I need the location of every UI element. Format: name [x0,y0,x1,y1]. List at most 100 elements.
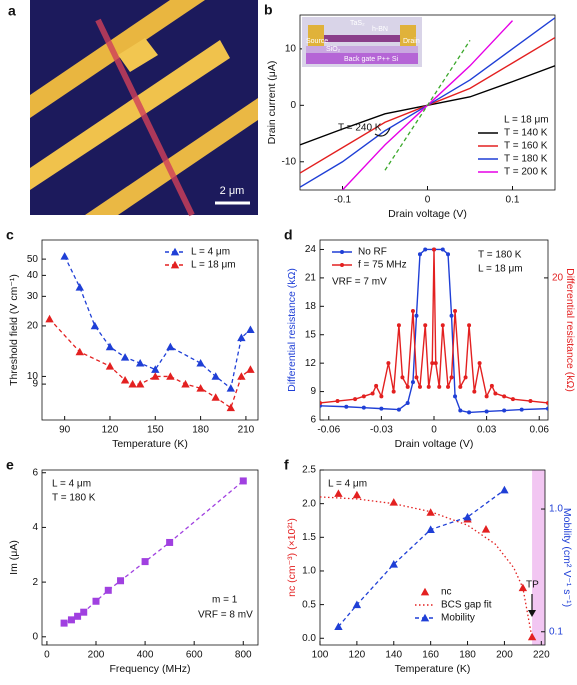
data-point [430,361,435,366]
y-tick-label: 30 [27,291,39,302]
data-point [237,372,246,380]
x-tick-label: 180 [192,425,209,436]
data-point [437,384,442,389]
arrow-head [528,610,536,617]
panel-letter: b [264,2,273,18]
data-point [458,408,463,413]
chart: c 90 120 150 180 210 910 20 30 40 50 Temperature (K… [6,227,259,450]
y-tick-label: 0.0 [302,633,316,644]
legend-label: T = 200 K [504,167,548,178]
panel-letter: d [284,227,293,243]
data-point [92,597,100,605]
data-point [45,314,54,323]
data-point [446,384,451,389]
data-point [481,525,491,533]
plot-area [60,477,247,627]
data-point [472,389,477,394]
data-point [196,358,205,367]
x-axis-label: Frequency (MHz) [109,663,190,675]
data-point [546,406,548,411]
data-point [463,512,472,521]
data-point [527,632,537,641]
data-point [166,342,175,351]
x-tick-label: 210 [238,425,255,436]
x-tick-label: 120 [102,425,119,436]
plot-frame [299,14,556,191]
x-tick-label: 200 [88,650,105,661]
y-tick-label: 50 [27,254,39,265]
inset-label: h-BN [372,26,388,33]
plot-frame [41,469,259,646]
annotation: T = 180 K [52,493,96,504]
electrode [85,98,258,215]
y-tick-label: 1.5 [302,532,316,543]
y-axis-label: Drain current (μA) [266,61,278,145]
legend-label: nc [441,587,452,598]
series-line [337,489,505,628]
plot-frame [319,469,546,646]
data-point [391,389,396,394]
y-tick-label: 0 [290,100,296,111]
data-point [74,612,82,620]
data-point [432,247,436,252]
x-tick-label: 200 [496,650,513,661]
annotation: T = 240 K [338,123,382,134]
legend-symbol [170,247,180,256]
data-point [135,379,145,388]
y-tick-label: 20 [27,321,39,332]
data-point [423,323,428,328]
shaded-region [532,470,545,645]
x-tick-label: -0.1 [334,195,352,206]
y-axis-label: nc (cm⁻³) (×10²¹) [286,518,298,597]
legend-label: f = 75 MHz [358,260,407,271]
inset-drain [400,25,416,46]
chart: e 0 200 400 600 800 0 2 4 6 Frequency (MHz) Im (μA)… [6,457,259,675]
scale-bar-label: 2 μm [220,185,245,197]
y-tick-label: -10 [282,156,297,167]
x-tick-label: -0.03 [370,425,393,436]
data-point [405,384,410,389]
inset-label: Source [306,38,328,45]
data-point [453,394,458,399]
legend-symbol [340,250,344,254]
data-point [211,372,220,380]
annotation: VRF = 8 mV [198,610,253,621]
inset-source [308,25,324,46]
data-point [196,384,205,392]
data-point [353,397,358,402]
inset-label: TaS₂ [350,20,365,27]
data-point [246,325,255,334]
data-point [128,379,137,388]
y-tick-label: 10 [27,371,39,382]
data-point [104,586,112,594]
legend-label: L = 18 μm [191,260,236,271]
data-point [379,406,384,411]
y-tick-label: 12 [305,358,317,369]
x-tick-label: 0 [44,650,50,661]
data-point [463,375,468,380]
data-point [510,397,515,402]
electrode-pad [118,38,158,72]
legend-symbol [420,587,430,596]
data-point [379,394,384,399]
data-point [417,384,422,389]
data-point [440,247,445,252]
panel-letter: e [6,457,14,473]
data-point [370,391,375,396]
data-point [400,375,405,380]
data-point [237,333,246,342]
data-point [181,379,190,388]
panel-letter: c [6,227,14,243]
annotation: m = 1 [212,595,238,606]
y2-tick-label: 20 [552,273,564,284]
y-tick-label: 2.0 [302,498,316,509]
data-point [410,380,415,385]
legend-symbol [170,260,180,269]
legend-label: T = 160 K [504,141,548,152]
x-tick-label: 150 [147,425,164,436]
x-tick-label: 0.1 [506,195,520,206]
panel-letter: a [8,3,16,19]
panel-letter: f [284,457,289,473]
inset-flake [324,35,400,42]
